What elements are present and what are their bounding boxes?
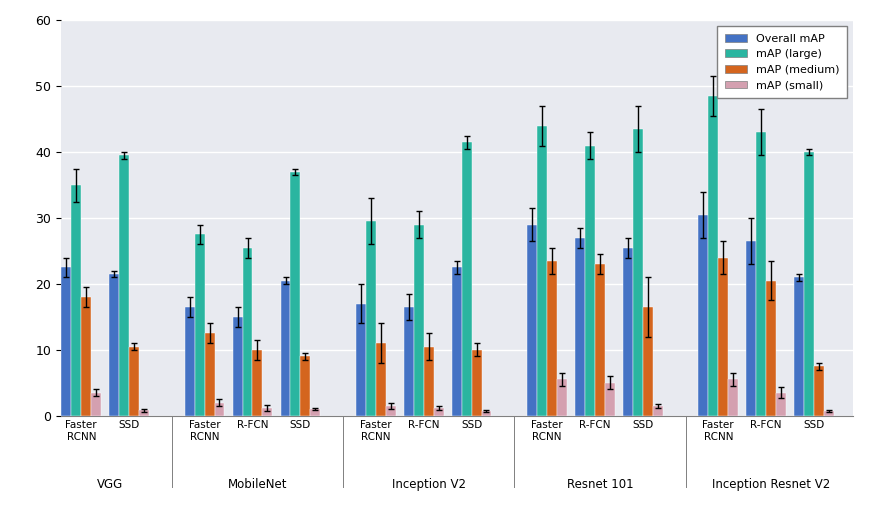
- Bar: [385, 406, 395, 416]
- Bar: [204, 334, 215, 416]
- Bar: [755, 132, 766, 416]
- Bar: [232, 317, 242, 416]
- Bar: [129, 347, 139, 416]
- Text: MobileNet: MobileNet: [228, 479, 287, 491]
- Bar: [280, 281, 290, 416]
- Bar: [652, 406, 662, 416]
- Text: Resnet 101: Resnet 101: [566, 479, 633, 491]
- Bar: [71, 185, 81, 416]
- Bar: [310, 409, 320, 416]
- Bar: [536, 126, 547, 416]
- Bar: [556, 379, 567, 416]
- Bar: [775, 393, 785, 416]
- Bar: [584, 146, 594, 416]
- Bar: [471, 350, 481, 416]
- Bar: [215, 403, 224, 416]
- Text: VGG: VGG: [97, 479, 123, 491]
- Bar: [461, 142, 471, 416]
- Bar: [766, 281, 775, 416]
- Bar: [746, 241, 755, 416]
- Bar: [574, 238, 584, 416]
- Bar: [604, 383, 614, 416]
- Bar: [262, 408, 272, 416]
- Bar: [139, 411, 149, 416]
- Bar: [184, 307, 195, 416]
- Bar: [803, 152, 813, 416]
- Bar: [242, 248, 252, 416]
- Bar: [698, 215, 707, 416]
- Bar: [633, 129, 642, 416]
- Bar: [451, 268, 461, 416]
- Bar: [527, 225, 536, 416]
- Bar: [195, 235, 204, 416]
- Bar: [547, 261, 556, 416]
- Bar: [823, 411, 833, 416]
- Bar: [642, 307, 652, 416]
- Bar: [366, 222, 375, 416]
- Bar: [423, 347, 433, 416]
- Bar: [355, 304, 366, 416]
- Bar: [81, 297, 91, 416]
- Text: Inception Resnet V2: Inception Resnet V2: [711, 479, 829, 491]
- Bar: [109, 274, 119, 416]
- Bar: [481, 411, 491, 416]
- Legend: Overall mAP, mAP (large), mAP (medium), mAP (small): Overall mAP, mAP (large), mAP (medium), …: [716, 26, 846, 98]
- Bar: [119, 156, 129, 416]
- Bar: [290, 172, 300, 416]
- Bar: [414, 225, 423, 416]
- Bar: [594, 264, 604, 416]
- Bar: [727, 379, 737, 416]
- Bar: [433, 408, 443, 416]
- Bar: [813, 366, 823, 416]
- Bar: [793, 277, 803, 416]
- Bar: [91, 393, 101, 416]
- Bar: [403, 307, 414, 416]
- Bar: [718, 258, 727, 416]
- Bar: [62, 268, 71, 416]
- Bar: [300, 356, 310, 416]
- Bar: [622, 248, 633, 416]
- Bar: [707, 96, 718, 416]
- Bar: [252, 350, 262, 416]
- Bar: [375, 343, 385, 416]
- Text: Inception V2: Inception V2: [391, 479, 465, 491]
